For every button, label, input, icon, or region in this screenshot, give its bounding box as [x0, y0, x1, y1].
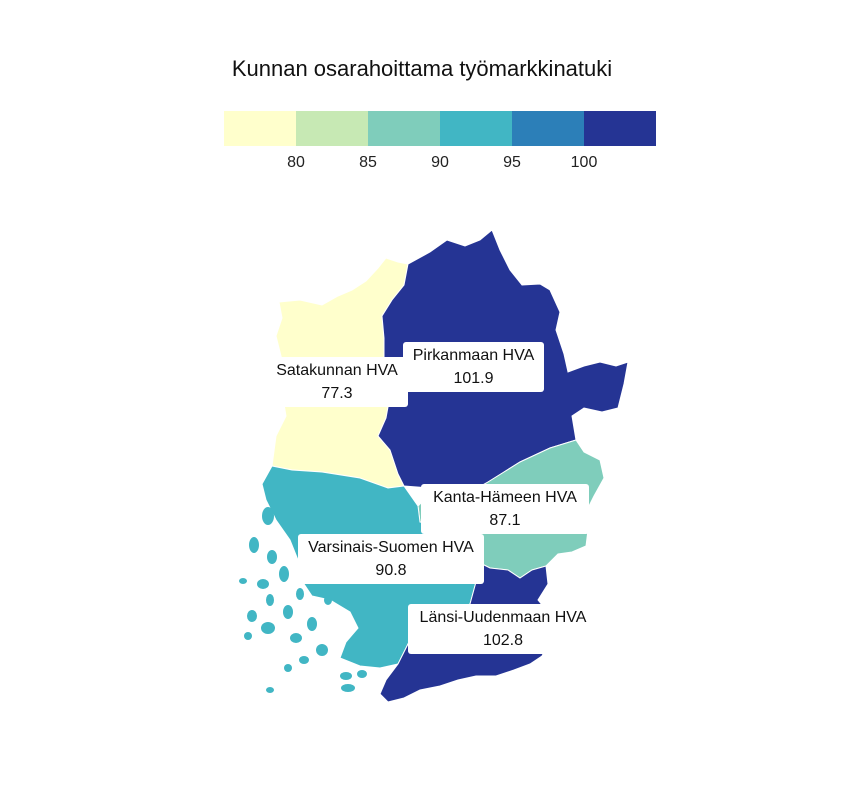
legend-swatch	[584, 111, 656, 146]
map-title: Kunnan osarahoittama työmarkkinatuki	[231, 56, 613, 81]
region-name: Kanta-Hämeen HVA	[433, 489, 577, 506]
legend-swatch	[296, 111, 368, 146]
region-value: 90.8	[375, 562, 407, 579]
region-label-satakunta: Satakunnan HVA 77.3	[266, 357, 408, 407]
archipelago-islands	[239, 507, 367, 693]
region-value: 101.9	[453, 370, 494, 387]
legend-tick-label: 85	[359, 154, 377, 171]
legend-swatch	[512, 111, 584, 146]
legend-swatch	[224, 111, 296, 146]
legend-tick-label: 95	[503, 154, 521, 171]
region-name: Pirkanmaan HVA	[412, 347, 535, 364]
region-value: 87.1	[489, 512, 521, 529]
legend-tick-label: 80	[287, 154, 305, 171]
legend-ticks: 80 85 90 95 100	[224, 154, 656, 174]
region-label-kanta-hame: Kanta-Hämeen HVA 87.1	[421, 484, 589, 534]
region-name: Varsinais-Suomen HVA	[308, 539, 474, 556]
region-label-lansi-uusimaa: Länsi-Uudenmaan HVA 102.8	[408, 604, 598, 654]
region-label-pirkanmaa: Pirkanmaan HVA 101.9	[403, 342, 544, 392]
region-value: 77.3	[321, 385, 353, 402]
region-name: Satakunnan HVA	[276, 362, 398, 379]
color-legend	[224, 111, 656, 146]
region-value: 102.8	[482, 632, 524, 649]
legend-tick-label: 100	[570, 154, 598, 171]
legend-swatch	[440, 111, 512, 146]
legend-swatch	[368, 111, 440, 146]
region-label-varsinais-suomi: Varsinais-Suomen HVA 90.8	[298, 534, 484, 584]
region-name: Länsi-Uudenmaan HVA	[419, 609, 587, 626]
legend-tick-label: 90	[431, 154, 449, 171]
